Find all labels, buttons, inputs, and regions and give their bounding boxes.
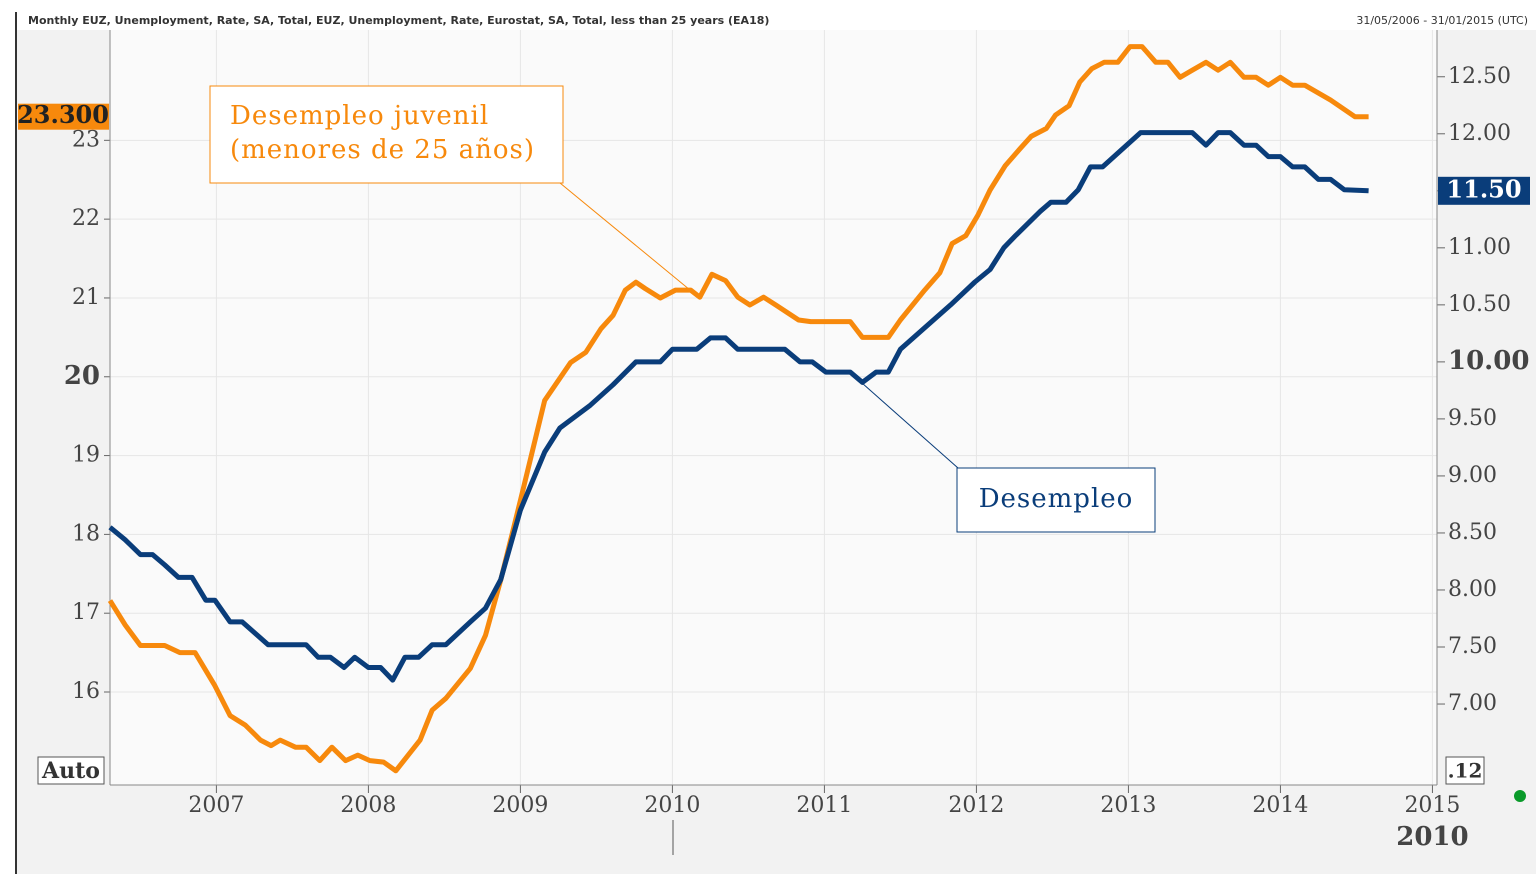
- date-range: 31/05/2006 - 31/01/2015 (UTC): [1356, 14, 1528, 27]
- value-tag-label: 11.50: [1446, 174, 1521, 203]
- y2-tick-label: 7.50: [1448, 634, 1497, 659]
- y2-tick-label: 9.00: [1448, 463, 1497, 488]
- x-tick-label: 2008: [340, 793, 396, 818]
- y-tick-label: 21: [72, 285, 100, 310]
- y-tick-label: 17: [72, 600, 100, 625]
- status-dot: [1514, 790, 1526, 802]
- x-tick-label: 2007: [188, 793, 244, 818]
- y-tick-label: 20: [64, 361, 100, 391]
- y-tick-label: 16: [72, 679, 100, 704]
- scale-label: Auto: [41, 758, 100, 784]
- x-tick-label: 2009: [492, 793, 548, 818]
- series-line: [107, 44, 1369, 774]
- y2-tick-label: 8.50: [1448, 520, 1497, 545]
- annotation: Desempleo juvenil: [230, 101, 489, 131]
- x-tick-label: 2015: [1404, 793, 1460, 818]
- x-tick-label: 2013: [1100, 793, 1156, 818]
- y2-tick-label: 12.50: [1448, 64, 1511, 89]
- y2-tick-label: 11.00: [1448, 235, 1511, 260]
- y2-tick-label: 10.50: [1448, 292, 1511, 317]
- scale-label: .12: [1448, 759, 1483, 783]
- y-tick-label: 23: [72, 127, 100, 152]
- x-tick-label: 2014: [1252, 793, 1308, 818]
- annotation-box: [209, 85, 564, 184]
- y2-tick-label: 10.00: [1448, 346, 1529, 376]
- y2-tick-label: 8.00: [1448, 577, 1497, 602]
- header-bar: [16, 12, 1536, 30]
- leader-line: [559, 182, 691, 291]
- value-tag: [18, 103, 109, 130]
- x-tick-label: 2011: [796, 793, 852, 818]
- x-tick-label: 2010: [644, 793, 700, 818]
- decade-label: 2010: [1396, 822, 1468, 852]
- annotation: Desempleo: [979, 484, 1134, 514]
- scale-box: [1445, 756, 1485, 785]
- series-line: [108, 130, 1369, 683]
- leader-line: [861, 382, 959, 469]
- y-tick-label: 22: [72, 206, 100, 231]
- annotation: (menores de 25 años): [230, 135, 535, 165]
- annotation-box: [956, 467, 1156, 533]
- scale-box: [37, 756, 105, 785]
- y-tick-label: 19: [72, 443, 100, 468]
- value-tag-label: 23.300: [17, 100, 109, 129]
- value-tag: [1438, 176, 1530, 205]
- chart-title: Monthly EUZ, Unemployment, Rate, SA, Tot…: [28, 14, 769, 27]
- x-tick-label: 2012: [948, 793, 1004, 818]
- y2-tick-label: 12.00: [1448, 121, 1511, 146]
- y-tick-label: 18: [72, 521, 100, 546]
- y2-tick-label: 7.00: [1448, 691, 1497, 716]
- y2-tick-label: 9.50: [1448, 406, 1497, 431]
